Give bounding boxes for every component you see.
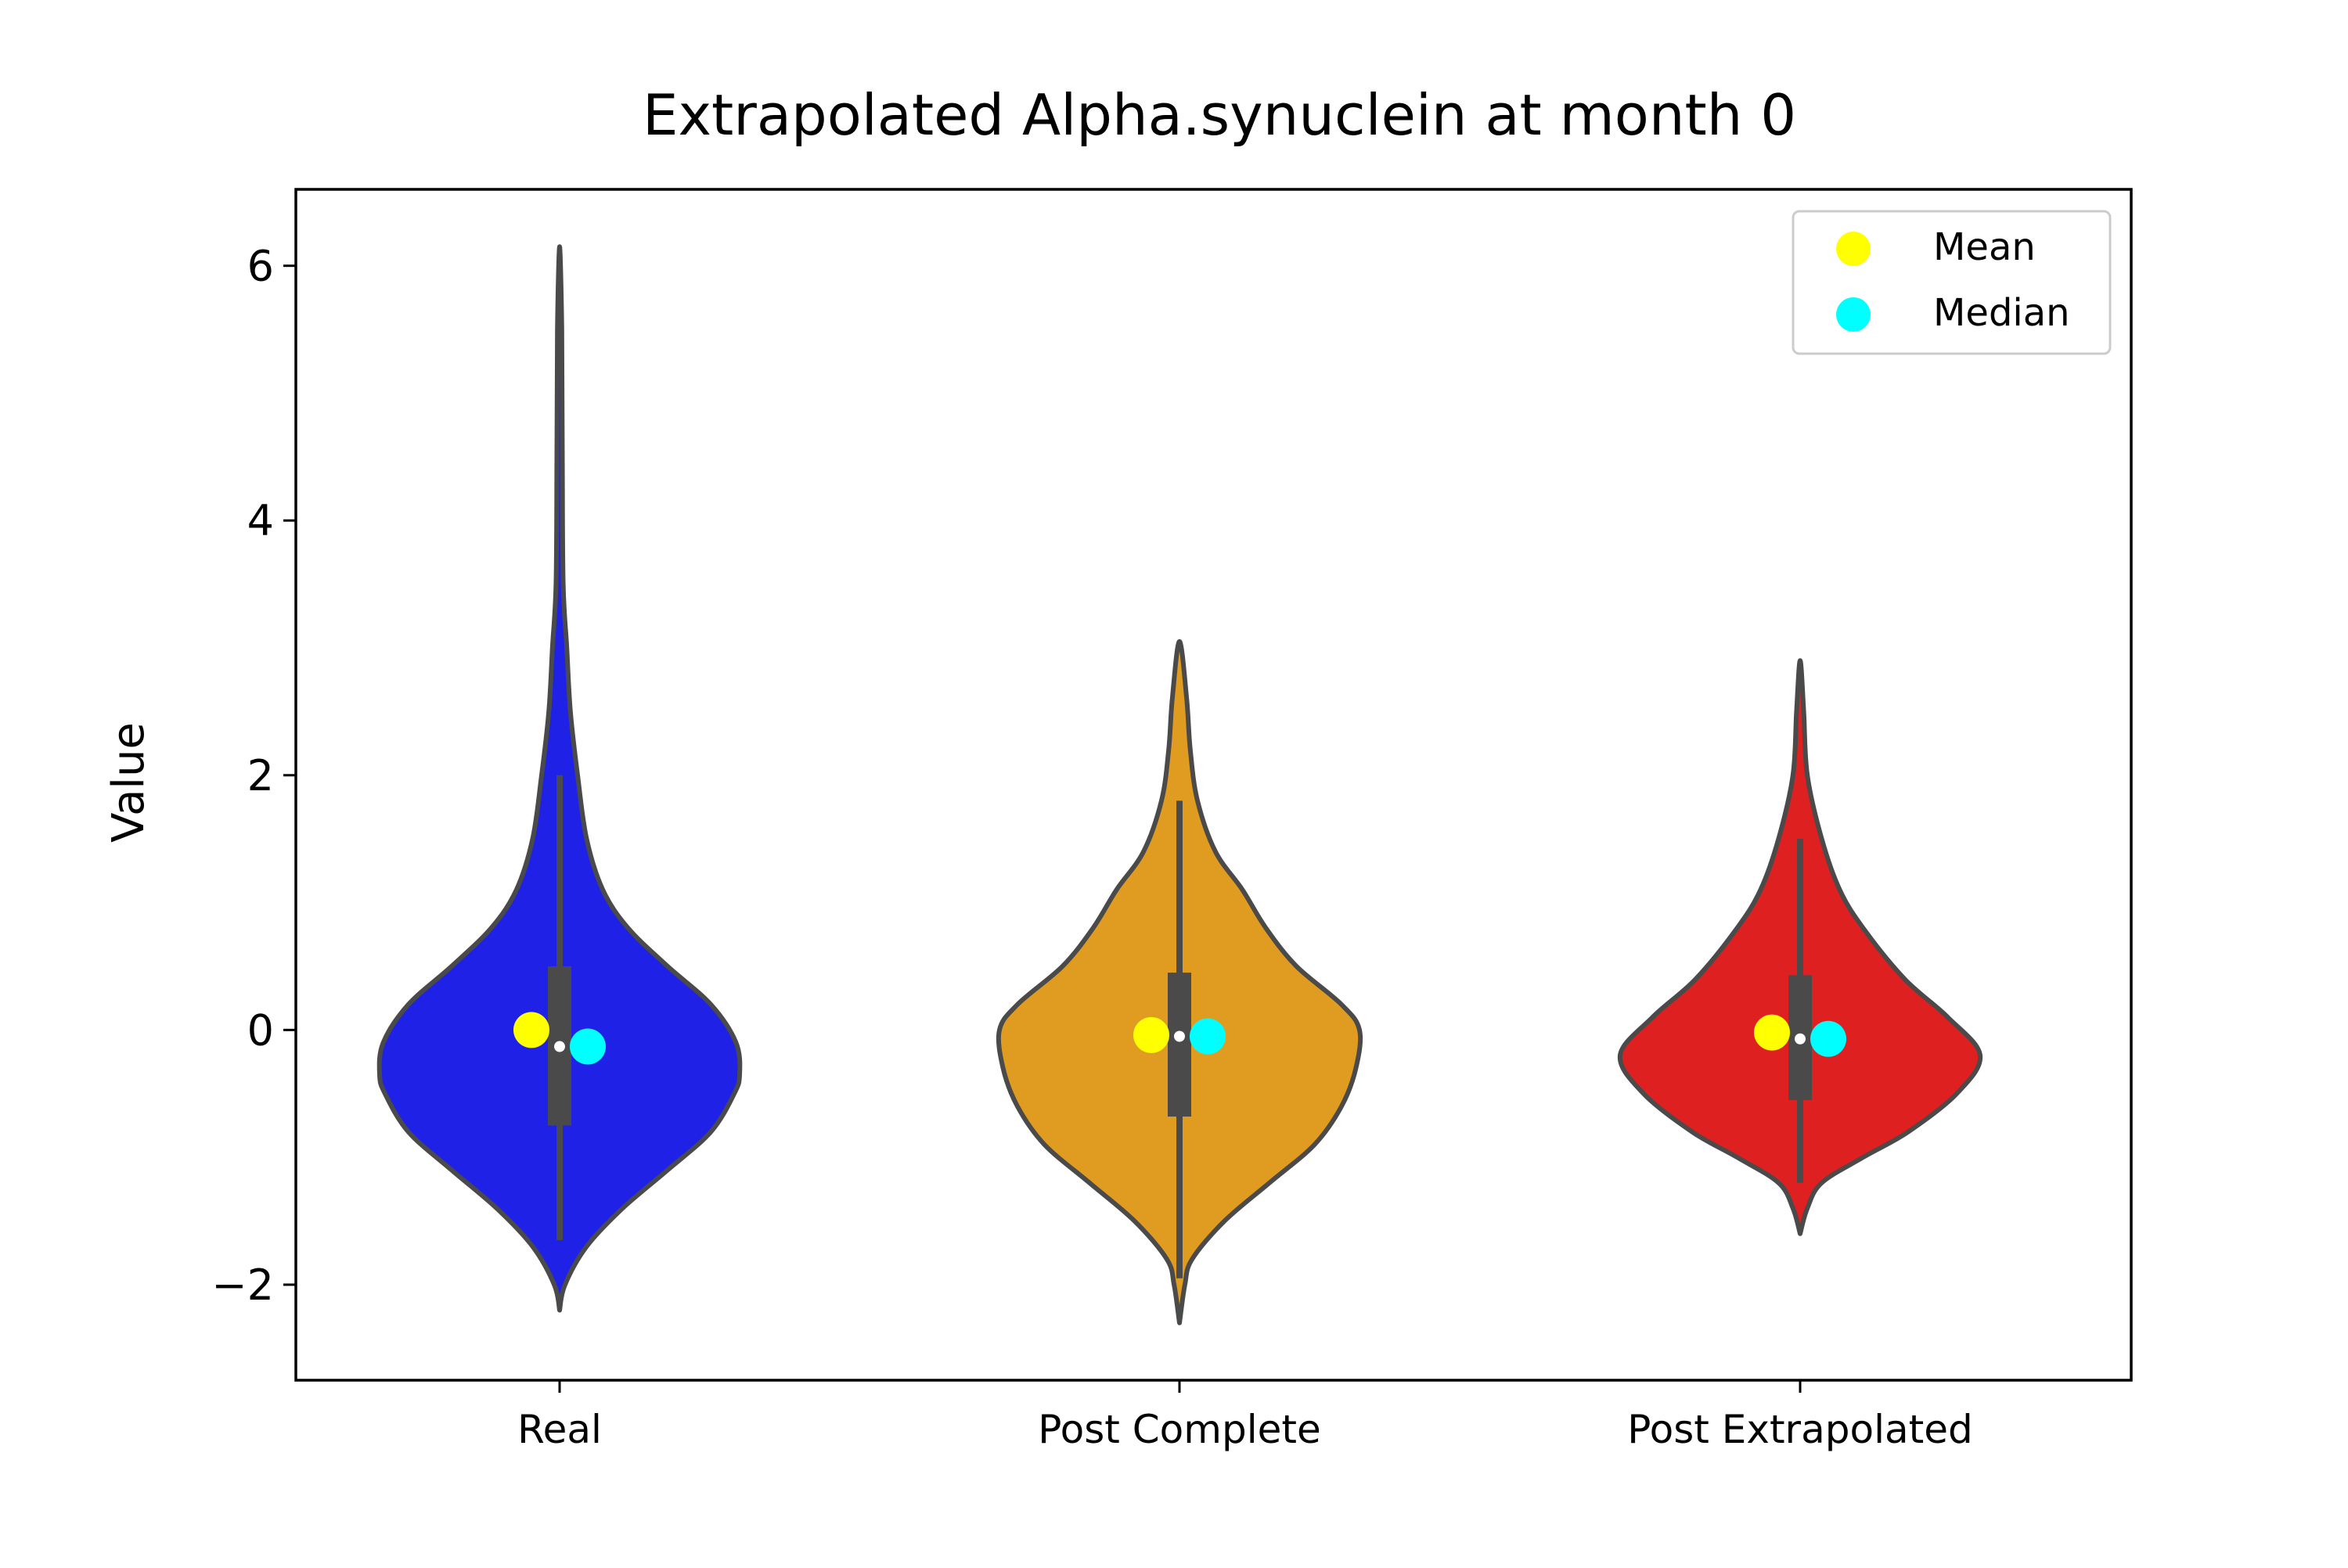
legend-mean-marker xyxy=(1836,232,1871,266)
mean-marker xyxy=(1754,1014,1790,1051)
x-tick-label: Real xyxy=(517,1407,602,1452)
plot-frame xyxy=(294,188,2133,1382)
y-tick-label: −2 xyxy=(211,1261,274,1310)
y-tick-label: 0 xyxy=(247,1005,274,1055)
x-tick-label: Post Complete xyxy=(1038,1407,1320,1452)
inner-median-dot xyxy=(554,1041,565,1052)
y-tick-label: 6 xyxy=(247,242,274,291)
y-axis-label: Value xyxy=(103,722,154,843)
median-marker xyxy=(1190,1018,1226,1055)
violins xyxy=(376,244,1983,1325)
mean-marker xyxy=(1133,1016,1169,1053)
y-tick-label: 4 xyxy=(247,496,274,545)
legend-frame xyxy=(1792,210,2112,355)
median-marker xyxy=(1810,1020,1846,1057)
chart-title: Extrapolated Alpha.synuclein at month 0 xyxy=(643,82,1796,148)
legend: Mean Median xyxy=(1792,210,2112,355)
legend-mean-label: Mean xyxy=(1933,225,2036,269)
x-tick-label: Post Extrapolated xyxy=(1627,1407,1972,1452)
legend-median-marker xyxy=(1836,297,1871,332)
x-axis: Real Post Complete Post Extrapolated xyxy=(517,1380,1973,1452)
median-marker xyxy=(570,1028,606,1065)
iqr-box xyxy=(1168,973,1191,1117)
y-tick-label: 2 xyxy=(247,751,274,800)
inner-median-dot xyxy=(1795,1033,1806,1045)
y-axis: −2 0 2 4 6 xyxy=(211,242,296,1310)
legend-median-label: Median xyxy=(1933,291,2070,335)
mean-marker xyxy=(513,1012,549,1048)
inner-median-dot xyxy=(1174,1030,1185,1042)
